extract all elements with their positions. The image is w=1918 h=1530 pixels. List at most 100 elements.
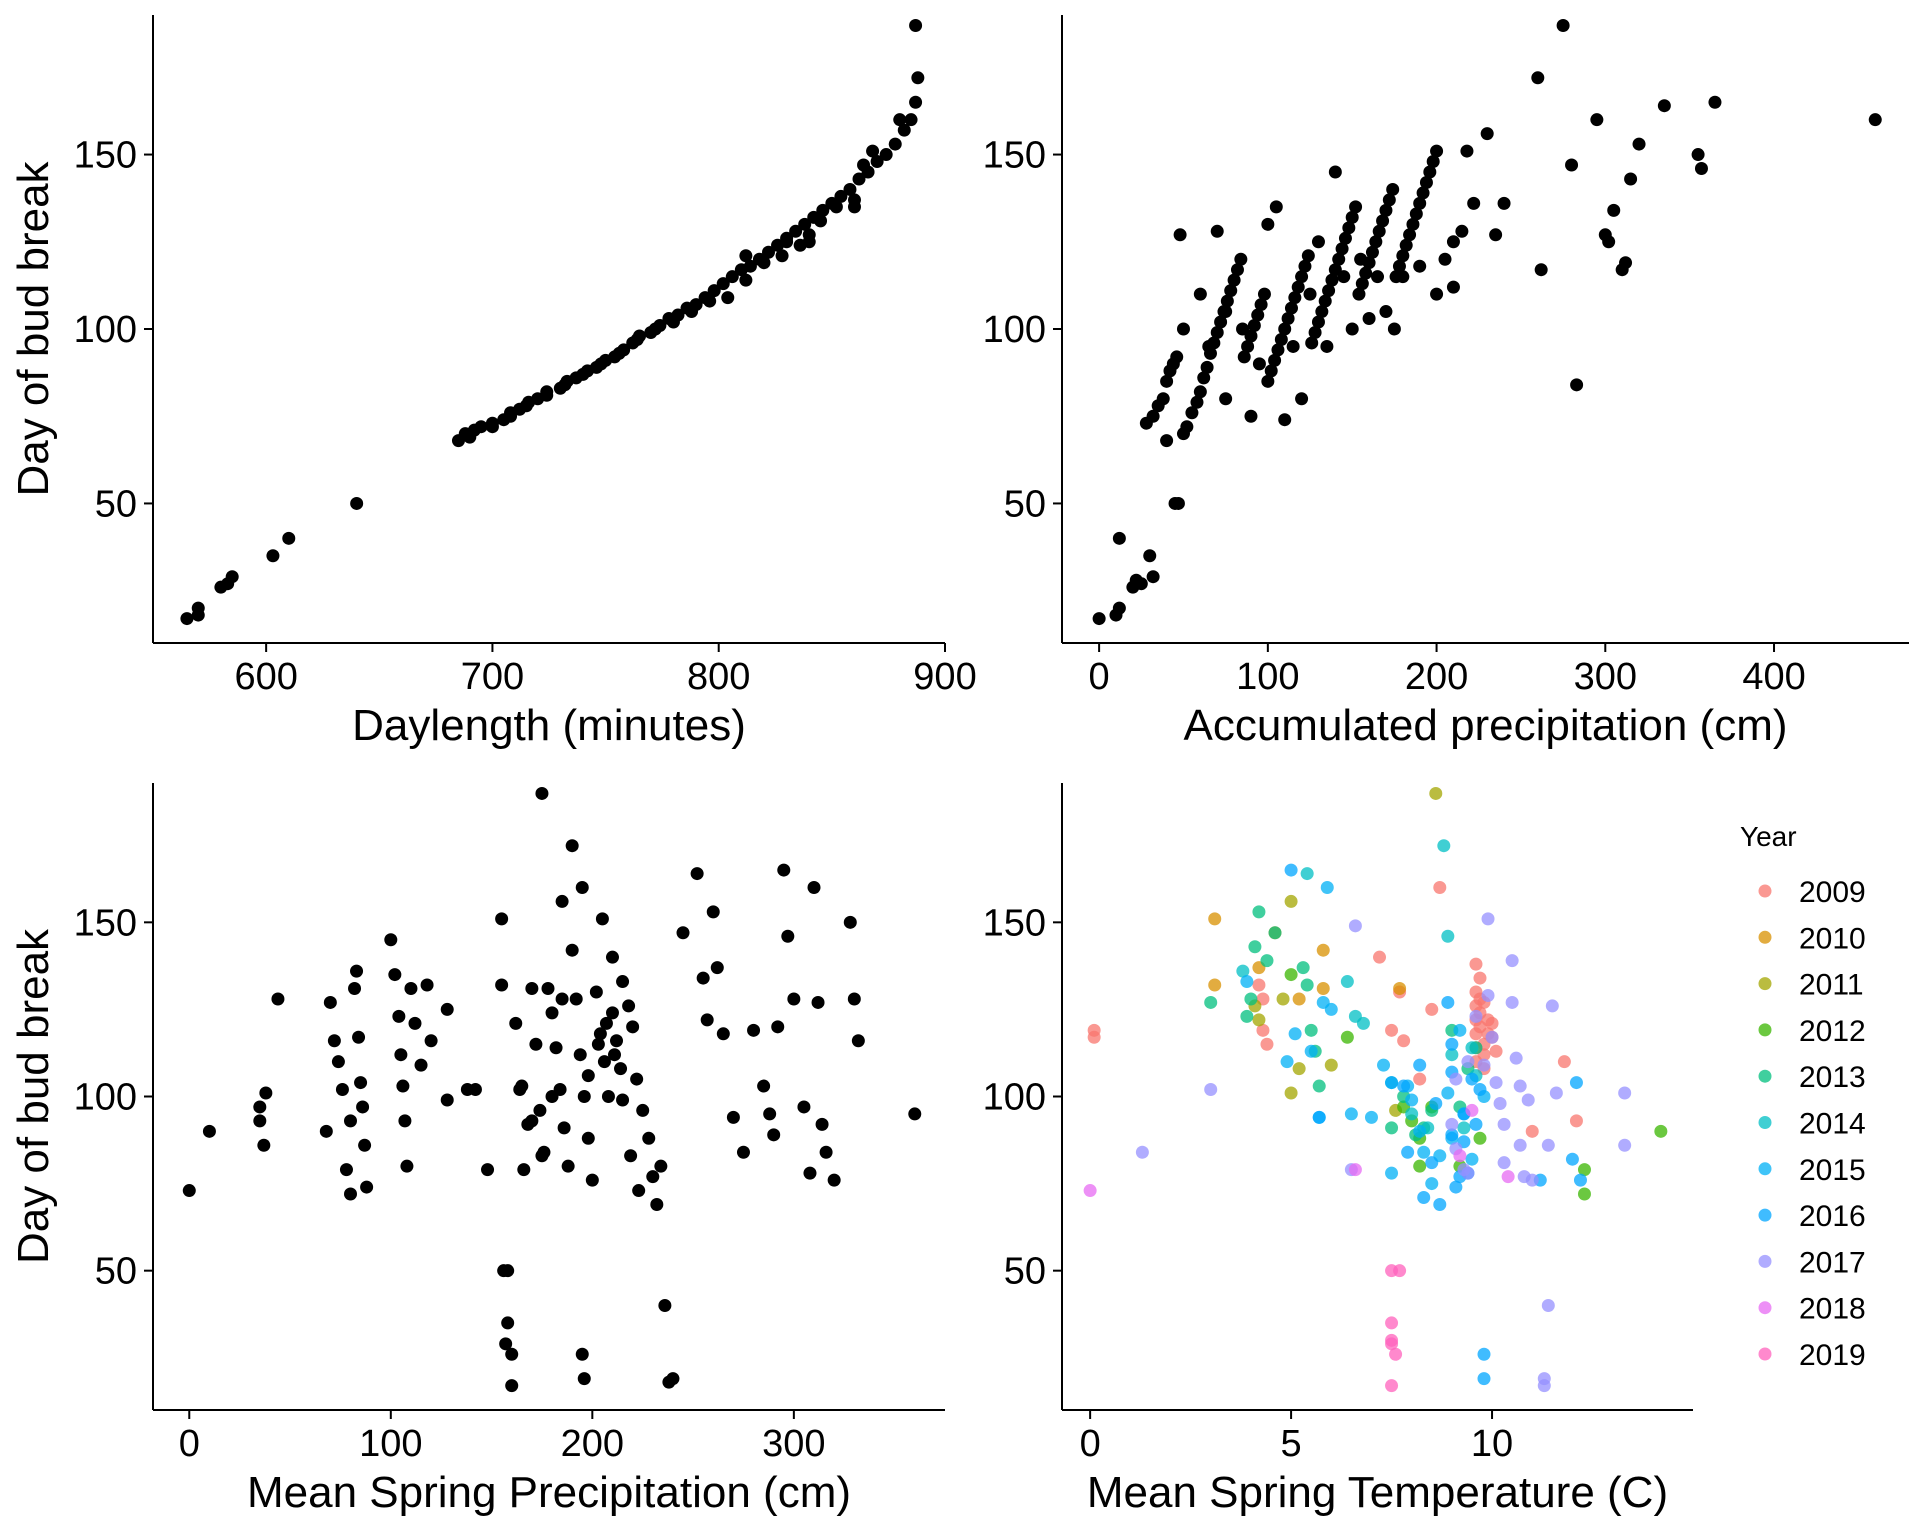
data-point (1219, 392, 1233, 406)
data-point (893, 113, 907, 127)
data-point-2017 (1525, 1173, 1539, 1187)
data-point (1210, 224, 1224, 238)
data-point (517, 1163, 531, 1177)
data-point-2017 (1469, 1009, 1483, 1023)
data-point (601, 1090, 615, 1103)
data-point (595, 912, 609, 926)
data-point-2015 (1377, 1058, 1391, 1072)
data-point (1387, 322, 1401, 336)
data-point-2017 (1549, 1086, 1563, 1100)
y-tick-label: 50 (1004, 1251, 1046, 1293)
data-point (879, 148, 893, 162)
data-point (575, 1347, 589, 1361)
data-point-2011 (1292, 1062, 1306, 1076)
data-point (703, 294, 717, 308)
data-point-2019 (1393, 1264, 1407, 1278)
data-point-2016 (1449, 1180, 1463, 1194)
data-point (589, 985, 603, 999)
data-point (803, 1166, 817, 1180)
data-point-2011 (1284, 894, 1298, 908)
data-point-2013 (1304, 1023, 1318, 1037)
data-point-2015 (1385, 1166, 1399, 1180)
data-point (624, 1149, 638, 1163)
data-point-2017 (1541, 1138, 1555, 1152)
data-point (666, 315, 680, 329)
data-point (1193, 385, 1207, 399)
data-point (834, 189, 848, 203)
data-point (1399, 238, 1413, 252)
data-point (545, 1090, 559, 1103)
data-point (798, 217, 812, 231)
data-point (1423, 165, 1437, 179)
data-point (1619, 256, 1633, 270)
data-point (350, 496, 364, 510)
points-layer (1083, 786, 1668, 1393)
x-tick-label: 5 (1281, 1423, 1302, 1465)
data-point (485, 420, 499, 434)
data-point (1413, 259, 1427, 273)
data-point (827, 1173, 841, 1187)
x-axis-title: Mean Spring Temperature (C) (1087, 1468, 1668, 1517)
data-point-2017 (1618, 1086, 1632, 1100)
data-point (852, 172, 866, 186)
data-point (1556, 18, 1570, 32)
data-point-2014 (1445, 1048, 1459, 1062)
data-point (577, 1372, 591, 1386)
data-point-2018 (1501, 1170, 1515, 1184)
legend-label-2013: 2013 (1799, 1061, 1866, 1094)
data-point (522, 395, 536, 409)
data-point (607, 1048, 621, 1062)
data-point-2017 (1541, 1299, 1555, 1312)
y-axis-title: Day of bud break (9, 928, 58, 1264)
data-point (1284, 301, 1298, 315)
data-point (816, 203, 830, 217)
data-point (1156, 392, 1170, 406)
data-point (775, 249, 789, 263)
data-point (605, 1006, 619, 1020)
ticks-layer: 600 700 800 900 50 100 150 (74, 135, 977, 698)
data-point (1315, 305, 1329, 319)
data-point (847, 200, 861, 214)
data-point (636, 1103, 650, 1117)
data-point (696, 971, 710, 985)
data-point (420, 978, 434, 992)
data-point (384, 933, 398, 947)
data-point (685, 305, 699, 319)
data-point (1406, 217, 1420, 231)
y-tick-label: 50 (95, 483, 137, 525)
data-point-2011 (1252, 1013, 1266, 1027)
x-tick-label: 0 (1089, 656, 1110, 698)
data-point (271, 992, 285, 1006)
data-point (908, 1107, 922, 1121)
data-point (576, 367, 590, 381)
data-point (1342, 221, 1356, 235)
data-point (495, 978, 509, 992)
data-point (1430, 287, 1444, 301)
data-point-2012 (1473, 1131, 1487, 1145)
legend-label-2010: 2010 (1799, 922, 1866, 955)
x-axis-title: Mean Spring Precipitation (cm) (247, 1468, 851, 1517)
data-point-2011 (1324, 1058, 1338, 1072)
data-point (540, 388, 554, 402)
data-point (1379, 305, 1393, 319)
data-point (757, 1079, 771, 1093)
data-point-2014 (1236, 964, 1250, 978)
data-point (1497, 196, 1511, 210)
legend-label-2018: 2018 (1799, 1293, 1866, 1326)
data-point-2019 (1389, 1347, 1403, 1361)
data-point-2016 (1433, 1197, 1447, 1211)
data-point-2015 (1240, 975, 1254, 989)
data-point (1332, 252, 1346, 266)
data-point (1379, 203, 1393, 217)
data-point (1372, 224, 1386, 238)
data-point-2015 (1344, 1107, 1358, 1121)
data-point-2009 (1413, 1072, 1427, 1086)
data-point (1281, 312, 1295, 326)
data-point (1345, 322, 1359, 336)
data-point-2016 (1565, 1152, 1579, 1166)
data-point (388, 968, 402, 982)
data-point-2016 (1397, 1079, 1411, 1093)
data-point (1416, 186, 1430, 200)
data-point (1278, 322, 1292, 336)
data-point (767, 1128, 781, 1142)
